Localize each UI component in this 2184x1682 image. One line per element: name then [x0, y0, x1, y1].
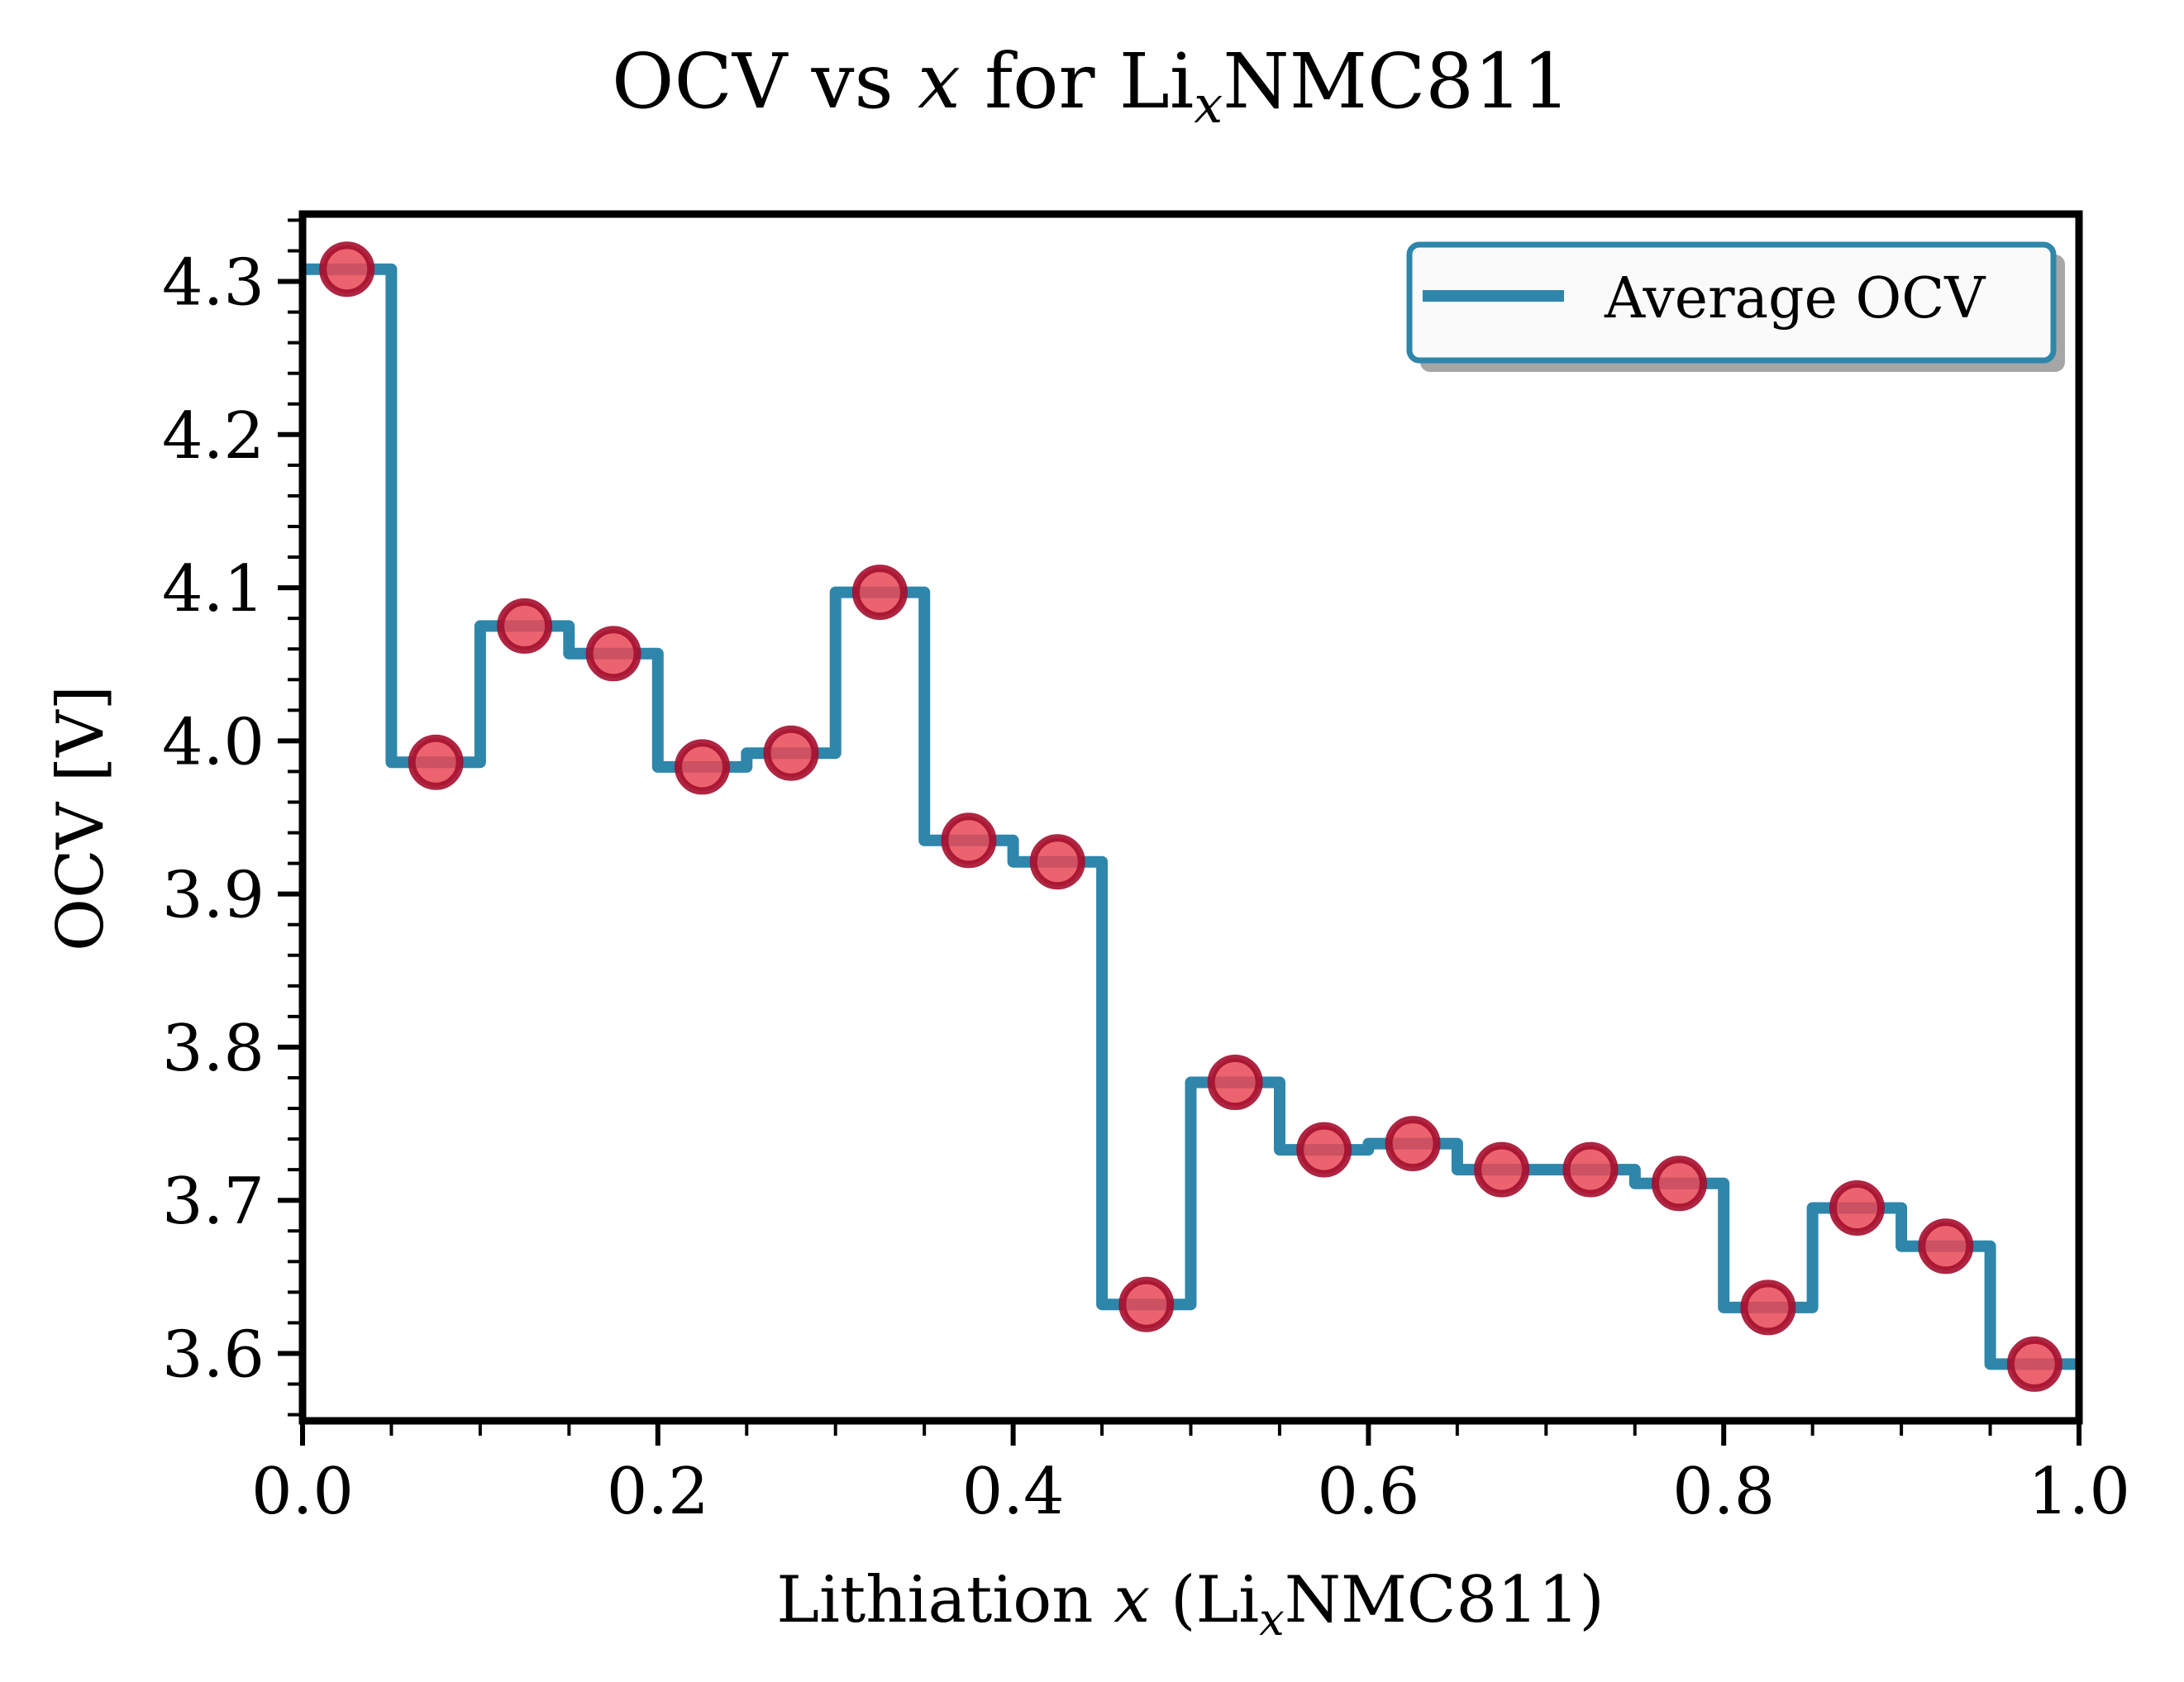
y-tick-label: 3.9 [162, 859, 265, 933]
y-tick-label: 4.0 [162, 705, 265, 779]
data-point [1207, 1055, 1263, 1110]
x-axis: 0.0 0.2 0.4 0.6 0.8 1.0 [251, 1424, 2130, 1529]
y-tick-label: 3.6 [162, 1317, 265, 1392]
y-tick-label: 4.2 [162, 399, 265, 474]
data-point [1740, 1279, 1796, 1336]
data-point [1918, 1218, 1974, 1275]
axes-frame [298, 210, 2083, 1425]
x-tick-label: 1.0 [2028, 1455, 2130, 1529]
x-tick-label: 0.0 [251, 1455, 354, 1529]
data-point [1829, 1180, 1885, 1236]
data-point [851, 565, 908, 621]
data-point [1474, 1141, 1530, 1198]
chart-title: OCV vs x for LixNMC811 [612, 37, 1571, 135]
y-tick-label: 4.1 [162, 552, 265, 627]
plot-area [303, 241, 2079, 1392]
x-axis-label: Lithiation x (LixNMC811) [776, 1563, 1605, 1646]
y-tick-label: 3.7 [162, 1165, 265, 1239]
legend-label: Average OCV [1604, 266, 1986, 331]
y-axis: 3.6 3.7 3.8 3.9 4.0 4.1 4.2 4.3 [162, 218, 299, 1417]
legend: Average OCV [1406, 241, 2065, 372]
data-point [1029, 834, 1085, 890]
data-point [763, 725, 819, 781]
data-point [497, 598, 553, 654]
x-tick-label: 0.2 [607, 1455, 709, 1529]
x-tick-label: 0.6 [1317, 1455, 1419, 1529]
data-point [319, 241, 375, 298]
data-point [1652, 1155, 1707, 1212]
legend-box [1406, 241, 2057, 364]
data-point [1118, 1276, 1175, 1332]
data-point [941, 812, 997, 869]
x-tick-label: 0.8 [1672, 1455, 1775, 1529]
data-point [675, 739, 730, 795]
y-tick-label: 4.3 [162, 246, 265, 321]
data-point [2006, 1336, 2062, 1392]
y-tick-label: 3.8 [162, 1012, 265, 1086]
data-point [1296, 1122, 1352, 1178]
x-tick-label: 0.4 [962, 1455, 1065, 1529]
data-point [408, 734, 464, 790]
data-point [585, 626, 641, 682]
y-axis-label: OCV [V] [44, 685, 118, 951]
data-point [1385, 1116, 1441, 1172]
data-point [1562, 1141, 1619, 1198]
series-line-average-ocv [303, 263, 2079, 1370]
